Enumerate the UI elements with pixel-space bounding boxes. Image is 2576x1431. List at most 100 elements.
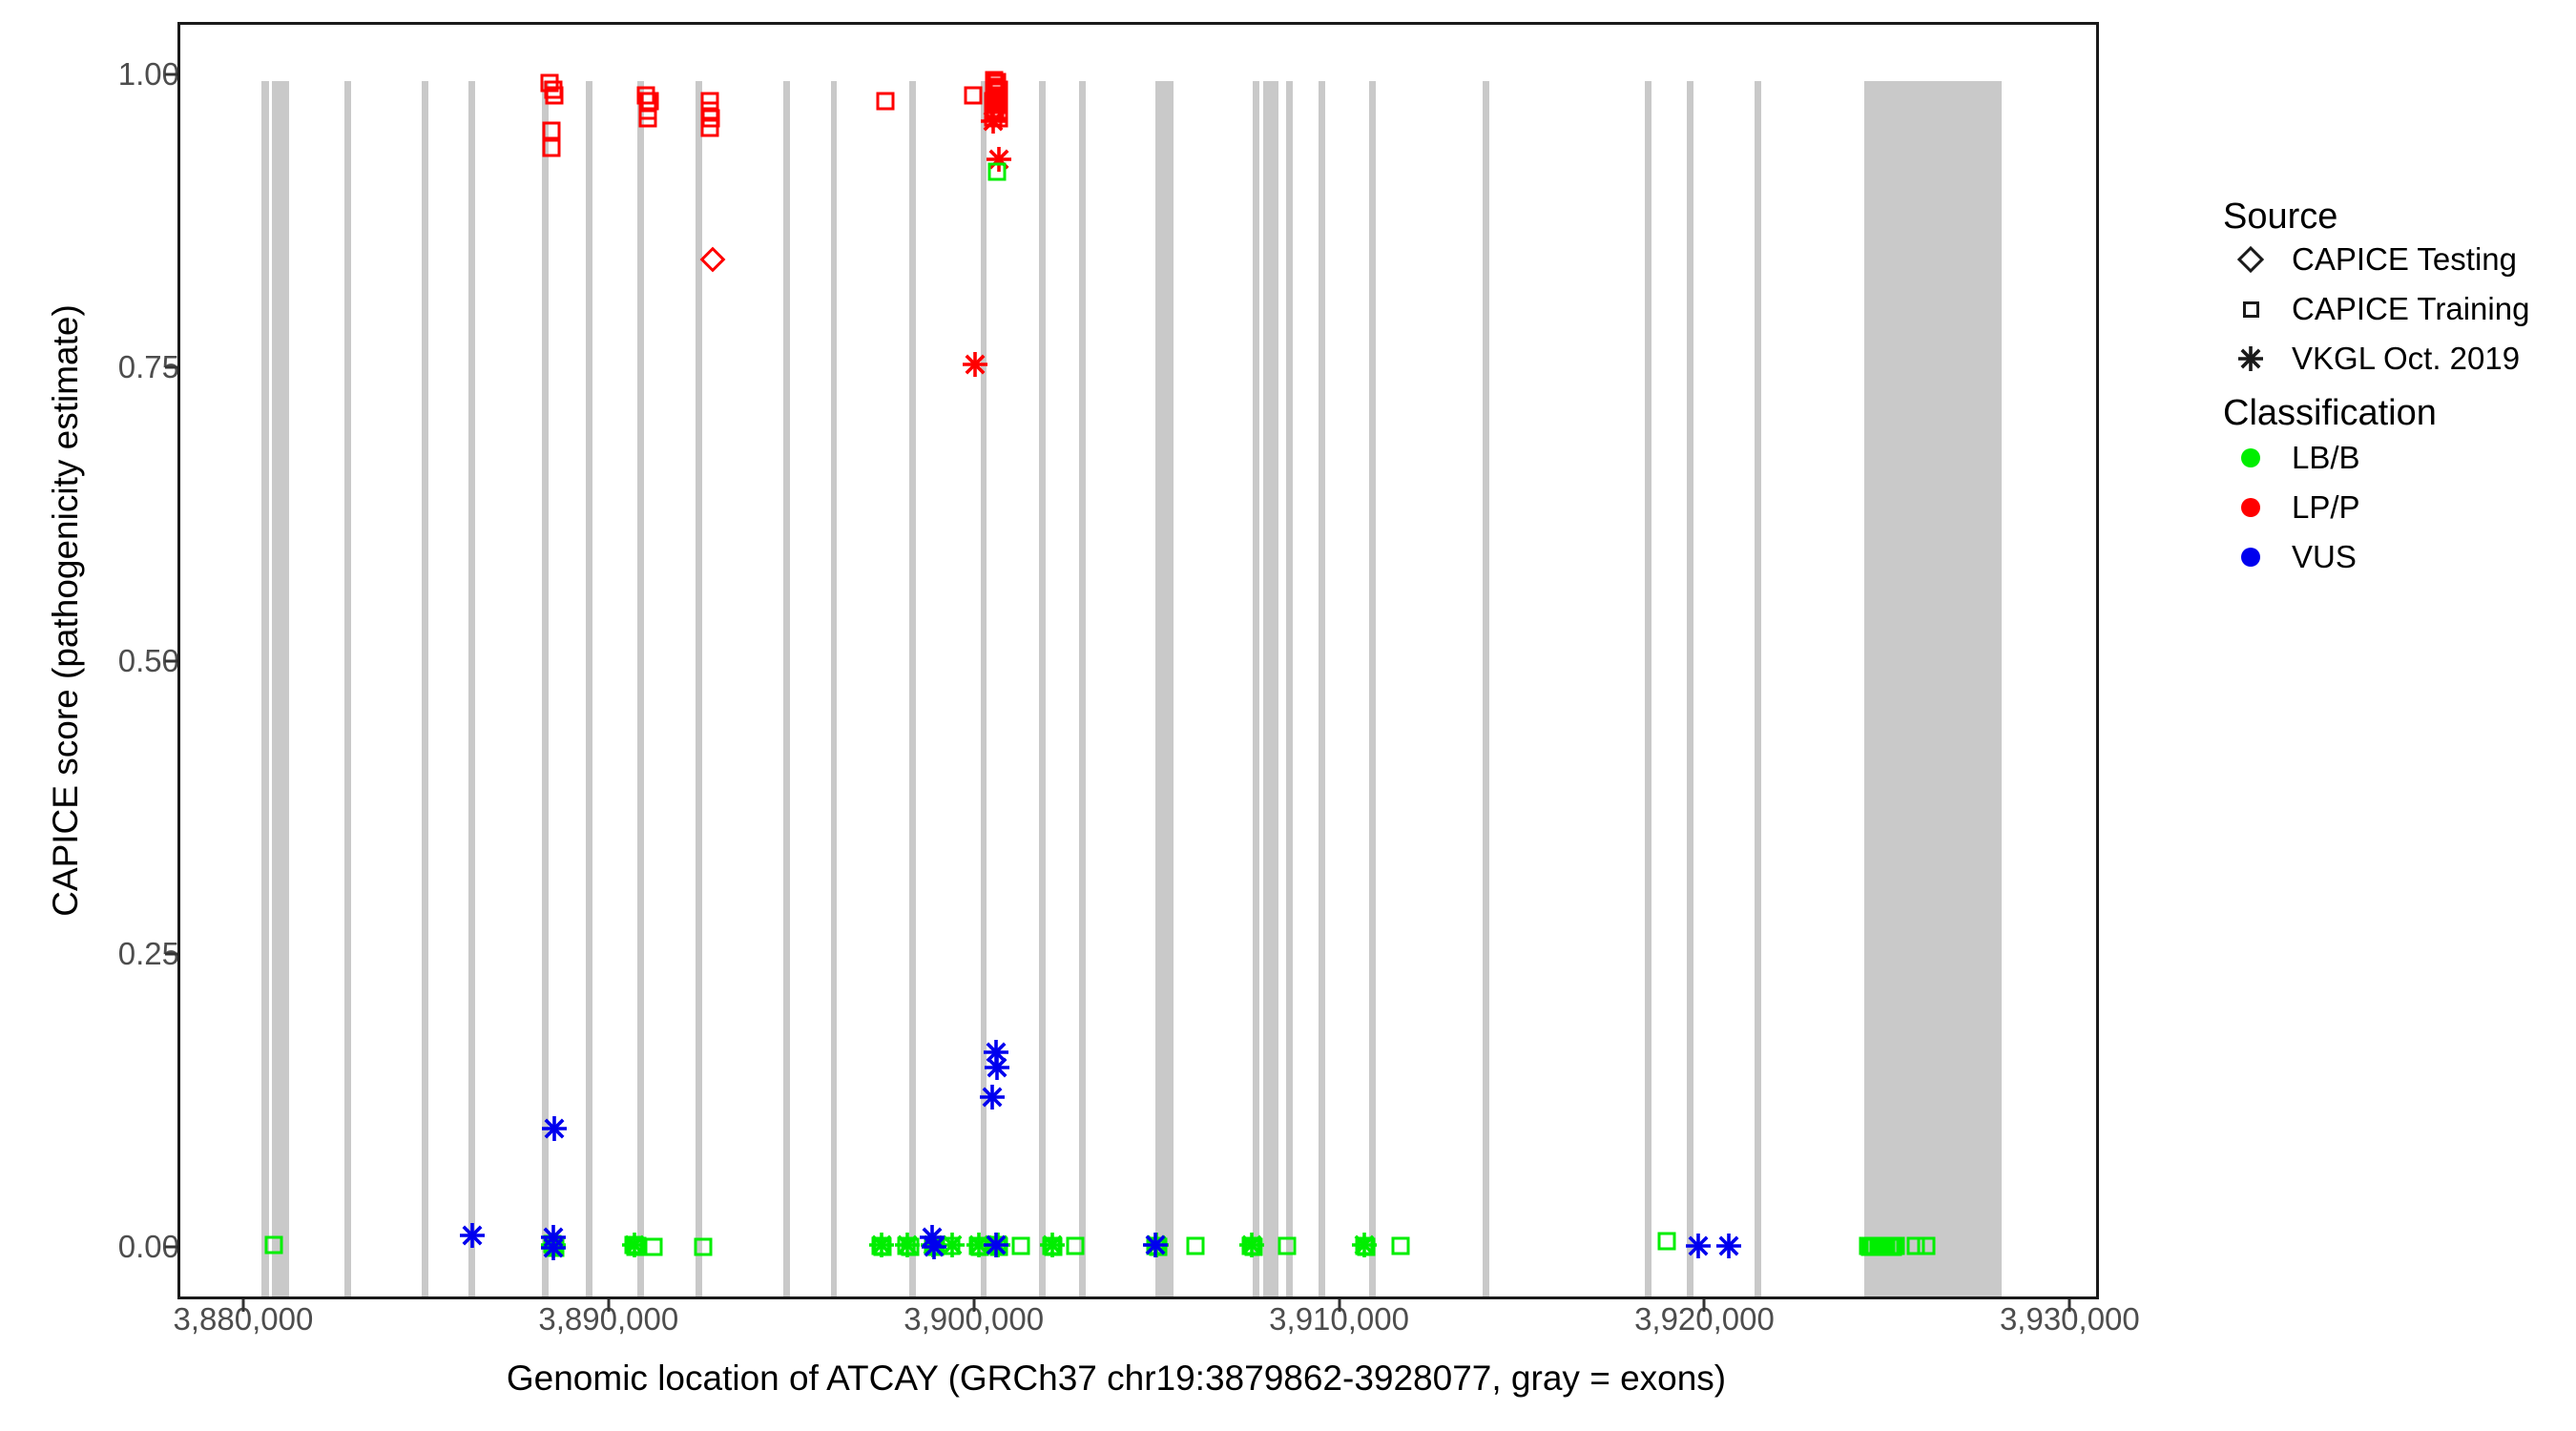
exon-band (1687, 81, 1694, 1296)
asterisk-icon (2236, 344, 2265, 373)
legend-source-item-3[interactable]: VKGL Oct. 2019 (2223, 338, 2520, 380)
data-point (978, 1083, 1007, 1111)
y-tick-mark (165, 1245, 177, 1249)
asterisk-marker-icon (539, 1234, 568, 1262)
data-point (640, 92, 659, 111)
dot-icon (2241, 448, 2260, 467)
data-point (1038, 1231, 1067, 1259)
square-marker-icon (1066, 1236, 1085, 1255)
data-point (545, 86, 564, 105)
data-point (1066, 1236, 1085, 1255)
square-marker-icon (876, 92, 895, 111)
exon-band (586, 81, 592, 1296)
legend-key-dot (2223, 498, 2278, 517)
data-point (876, 92, 895, 111)
exon-band (468, 81, 476, 1296)
data-point (458, 1221, 487, 1250)
asterisk-marker-icon (1141, 1231, 1170, 1259)
x-tick-mark (607, 1299, 611, 1312)
data-point (920, 1233, 948, 1261)
exon-band (421, 81, 428, 1296)
data-point (1684, 1232, 1713, 1260)
data-point (1011, 1236, 1030, 1255)
legend-source-item-2[interactable]: CAPICE Training (2223, 288, 2529, 330)
asterisk-marker-icon (540, 1114, 569, 1143)
x-tick-mark (972, 1299, 976, 1312)
x-axis-title: Genomic location of ATCAY (GRCh37 chr19:… (506, 1358, 1727, 1398)
data-point (540, 73, 559, 93)
exon-band (1369, 81, 1377, 1296)
square-marker-icon (701, 109, 720, 128)
data-point (644, 1237, 663, 1256)
asterisk-marker-icon (979, 107, 1008, 135)
asterisk-marker-icon (978, 1083, 1007, 1111)
exon-band (271, 81, 290, 1296)
diamond-marker-icon (699, 246, 726, 273)
dot-icon (2241, 548, 2260, 567)
square-marker-icon (700, 92, 719, 111)
legend-classification-item-3[interactable]: VUS (2223, 536, 2357, 578)
asterisk-marker-icon (1714, 1232, 1743, 1260)
square-marker-icon (545, 86, 564, 105)
plot-panel (177, 22, 2099, 1299)
x-tick-mark (2067, 1299, 2071, 1312)
legend-classification-item-2[interactable]: LP/P (2223, 487, 2360, 529)
x-tick-mark (1702, 1299, 1706, 1312)
asterisk-marker-icon (893, 1231, 922, 1259)
data-point (893, 1231, 922, 1259)
data-point (542, 121, 561, 140)
exon-band (1038, 81, 1046, 1296)
legend-key-asterisk (2223, 344, 2278, 373)
data-point (964, 86, 983, 105)
square-marker-icon (640, 92, 659, 111)
data-point (1278, 1236, 1297, 1255)
square-marker-icon (542, 121, 561, 140)
exon-band (344, 81, 352, 1296)
square-icon (2242, 301, 2259, 318)
asterisk-marker-icon (1038, 1231, 1067, 1259)
exon-band (980, 81, 987, 1296)
asterisk-marker-icon (983, 1053, 1011, 1082)
y-tick-label: 1.00 (117, 56, 179, 93)
exon-band (1155, 81, 1163, 1296)
exon-band (1263, 81, 1279, 1296)
data-point (979, 107, 1008, 135)
legend-item-label: LP/P (2292, 489, 2360, 525)
data-point (982, 1231, 1010, 1259)
square-marker-icon (1391, 1236, 1410, 1255)
data-point (540, 1114, 569, 1143)
square-marker-icon (1278, 1236, 1297, 1255)
data-point (1391, 1236, 1410, 1255)
legend-title-classification: Classification (2223, 393, 2437, 433)
square-marker-icon (1657, 1232, 1676, 1251)
asterisk-marker-icon (458, 1221, 487, 1250)
asterisk-marker-icon (920, 1233, 948, 1261)
asterisk-marker-icon (961, 350, 989, 379)
square-marker-icon (638, 109, 657, 128)
x-tick-mark (1338, 1299, 1341, 1312)
legend: Source CAPICE Testing CAPICE Training VKGL… (2194, 0, 2576, 1431)
data-point (1244, 1237, 1263, 1256)
y-tick-mark (165, 365, 177, 369)
legend-title-source: Source (2223, 197, 2338, 237)
data-point (539, 1234, 568, 1262)
data-point (701, 109, 720, 128)
exon-band (782, 81, 790, 1296)
data-point (987, 162, 1007, 181)
y-tick-label: 0.50 (117, 642, 179, 678)
y-tick-mark (165, 952, 177, 956)
asterisk-marker-icon (867, 1231, 896, 1259)
legend-item-label: VUS (2292, 539, 2357, 574)
legend-source-item-1[interactable]: CAPICE Testing (2223, 238, 2517, 280)
square-marker-icon (700, 118, 719, 137)
data-point (961, 350, 989, 379)
square-marker-icon (264, 1235, 283, 1255)
exon-band (1286, 81, 1294, 1296)
square-marker-icon (1917, 1236, 1936, 1255)
asterisk-marker-icon (1684, 1232, 1713, 1260)
data-point (867, 1231, 896, 1259)
data-point (1350, 1231, 1379, 1259)
square-marker-icon (542, 138, 561, 157)
square-marker-icon (1044, 1237, 1063, 1256)
legend-classification-item-1[interactable]: LB/B (2223, 437, 2360, 479)
